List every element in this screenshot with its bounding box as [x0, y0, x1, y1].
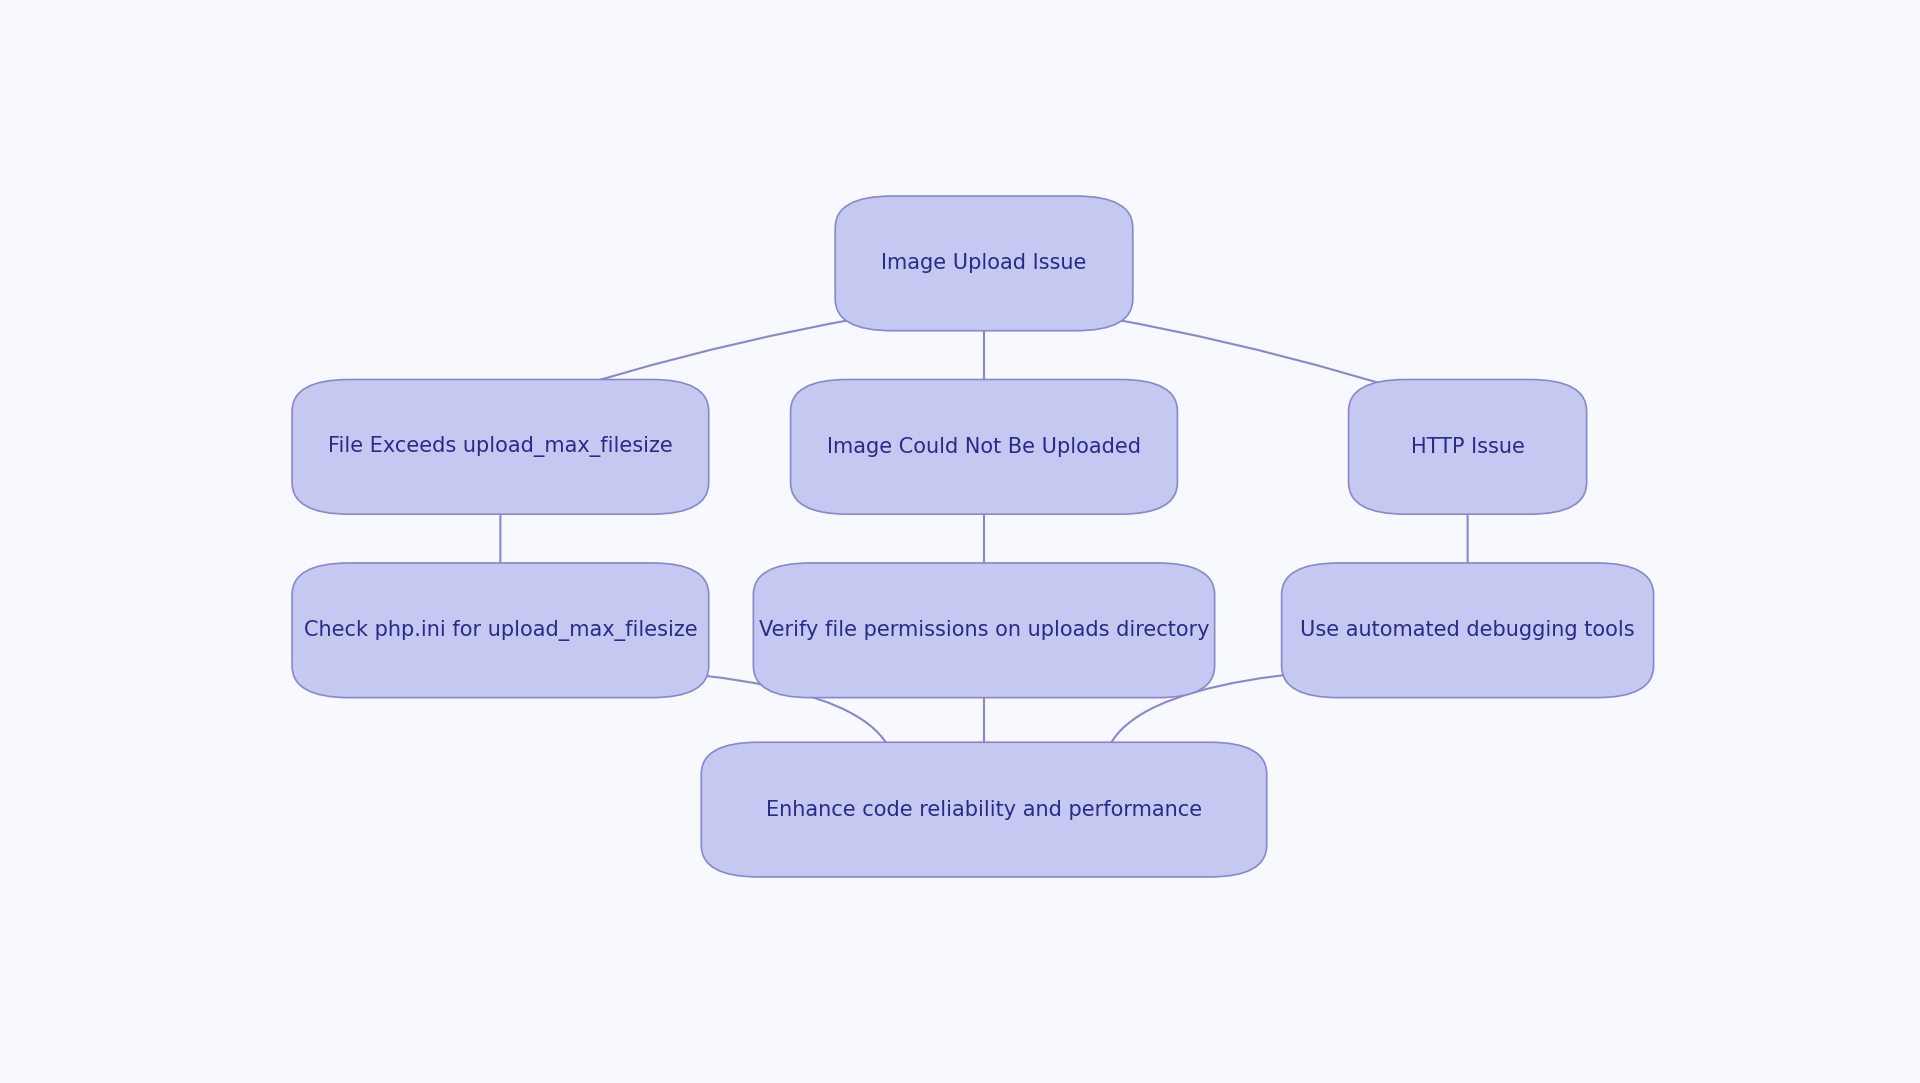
FancyBboxPatch shape — [835, 196, 1133, 330]
FancyBboxPatch shape — [1348, 379, 1586, 514]
Text: Verify file permissions on uploads directory: Verify file permissions on uploads direc… — [758, 621, 1210, 640]
FancyBboxPatch shape — [292, 379, 708, 514]
Text: Image Could Not Be Uploaded: Image Could Not Be Uploaded — [828, 436, 1140, 457]
Text: Enhance code reliability and performance: Enhance code reliability and performance — [766, 799, 1202, 820]
Text: Check php.ini for upload_max_filesize: Check php.ini for upload_max_filesize — [303, 619, 697, 641]
FancyBboxPatch shape — [701, 742, 1267, 877]
FancyBboxPatch shape — [292, 563, 708, 697]
FancyBboxPatch shape — [1283, 563, 1653, 697]
Text: File Exceeds upload_max_filesize: File Exceeds upload_max_filesize — [328, 436, 672, 457]
FancyBboxPatch shape — [753, 563, 1215, 697]
FancyBboxPatch shape — [791, 379, 1177, 514]
Text: Use automated debugging tools: Use automated debugging tools — [1300, 621, 1636, 640]
Text: Image Upload Issue: Image Upload Issue — [881, 253, 1087, 273]
Text: HTTP Issue: HTTP Issue — [1411, 436, 1524, 457]
